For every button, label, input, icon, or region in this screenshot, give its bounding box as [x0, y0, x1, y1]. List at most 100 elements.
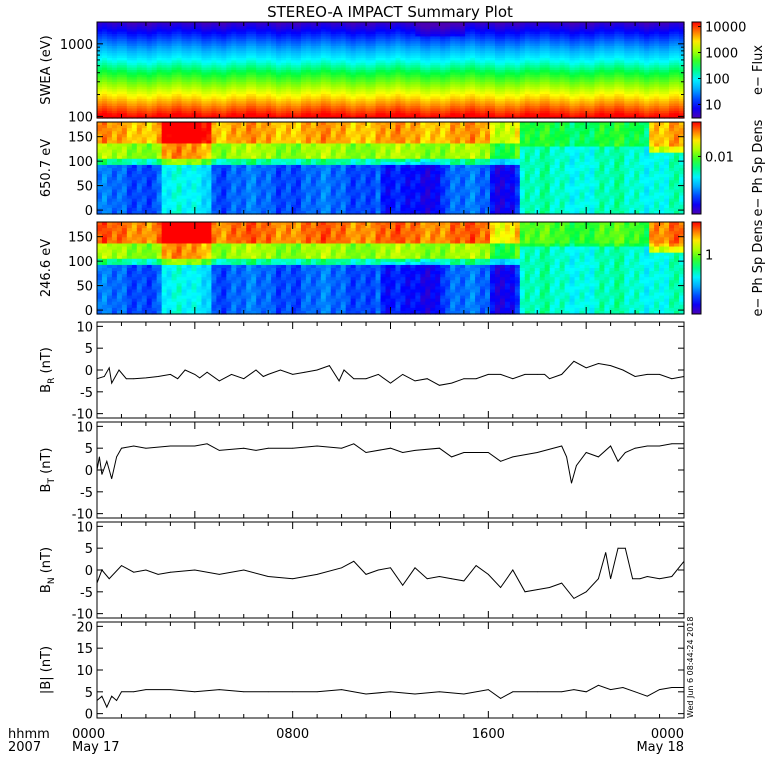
data-point — [671, 443, 673, 445]
y-axis-label: BR (nT) — [39, 347, 57, 393]
data-point — [103, 376, 105, 377]
data-point — [544, 374, 545, 375]
colorbar-label: e− Ph Sp Dens — [751, 219, 766, 316]
data-point — [414, 567, 416, 569]
data-point — [512, 569, 514, 571]
plot-title: STEREO-A IMPACT Summary Plot — [267, 3, 513, 21]
y-axis-label: BT (nT) — [39, 448, 57, 493]
data-point — [390, 691, 391, 693]
y-tick-label: -10 — [72, 408, 93, 423]
data-point — [646, 445, 648, 447]
data-point — [329, 365, 330, 366]
data-point — [646, 374, 648, 375]
data-point — [121, 691, 122, 693]
data-point — [194, 445, 196, 447]
data-point — [500, 374, 501, 375]
y-tick-label: 10 — [76, 420, 93, 435]
data-point — [487, 374, 489, 375]
data-point — [624, 452, 626, 453]
panel-1: 10000 1000 100 10 e− Flux 1000 100 SWEA (eV) — [39, 21, 766, 126]
colorbar-tick-label: 1 — [705, 249, 713, 264]
data-point — [585, 367, 587, 369]
data-point — [365, 378, 367, 380]
data-point — [108, 578, 110, 580]
data-point — [145, 447, 147, 449]
data-point — [439, 384, 440, 386]
y-tick-label: 1000 — [60, 38, 93, 53]
x-tick-label: 0800 — [276, 727, 309, 742]
data-point — [101, 695, 103, 697]
y-label-base: B — [39, 484, 54, 493]
data-point — [243, 569, 245, 571]
data-point — [170, 571, 171, 573]
data-point — [377, 374, 379, 375]
data-point — [116, 456, 117, 458]
y-axis-label: 650.7 eV — [39, 139, 54, 197]
data-point — [634, 691, 636, 693]
data-point — [390, 447, 391, 449]
x-tick-label: 0000 — [651, 727, 684, 742]
data-point — [512, 691, 514, 693]
panel-3: 1 e− Ph Sp Dens 150 100 50 0 246.6 eV — [39, 219, 766, 319]
data-point — [500, 698, 501, 699]
y-tick-label: 10 — [76, 520, 93, 535]
y-tick-label: 5 — [85, 542, 93, 557]
data-point — [292, 447, 294, 449]
data-point — [659, 689, 660, 690]
y-tick-label: 5 — [85, 686, 93, 701]
series-line — [96, 360, 685, 386]
data-point — [439, 691, 440, 693]
data-point — [218, 450, 220, 451]
colorbar-tick-label: 0.01 — [705, 150, 734, 165]
data-point — [390, 567, 391, 569]
y-tick-label: 0 — [85, 708, 93, 723]
data-point — [622, 369, 624, 371]
data-point — [610, 445, 611, 447]
data-point — [111, 695, 113, 697]
data-point — [402, 584, 404, 586]
y-tick-label: 0 — [85, 464, 93, 479]
data-point — [402, 374, 404, 375]
data-point — [194, 374, 196, 375]
data-point — [576, 465, 577, 466]
data-point — [639, 578, 641, 580]
y-tick-label: 0 — [85, 304, 93, 319]
data-point — [292, 691, 294, 693]
data-point — [598, 456, 599, 458]
data-point — [617, 460, 619, 462]
data-point — [353, 443, 355, 445]
y-label-sub: R — [47, 378, 57, 384]
data-point — [610, 578, 611, 580]
data-point — [170, 374, 171, 375]
y-tick-label: 150 — [68, 131, 93, 146]
data-point — [118, 369, 120, 371]
y-tick-label: 50 — [76, 280, 93, 295]
y-label-sub: T — [47, 478, 57, 485]
y-label-unit: (nT) — [39, 347, 54, 377]
data-point — [218, 689, 220, 690]
data-point — [316, 691, 318, 693]
data-point — [243, 691, 245, 693]
data-point — [426, 578, 428, 580]
data-point — [365, 574, 367, 575]
data-point — [267, 576, 269, 577]
colorbar-tick-label: 10000 — [705, 21, 746, 36]
y-label-base: B — [39, 384, 54, 393]
footer-year: 2007 — [8, 740, 41, 755]
data-point — [280, 369, 281, 371]
data-point — [157, 376, 159, 377]
colorbar-tick-label: 10 — [705, 98, 722, 113]
data-point — [377, 569, 379, 571]
data-point — [500, 587, 501, 588]
data-point — [267, 691, 269, 693]
data-point — [622, 687, 624, 688]
data-point — [316, 574, 318, 575]
y-label-base: B — [39, 584, 54, 593]
y-tick-label: 150 — [68, 231, 93, 246]
y-tick-label: 20 — [76, 620, 93, 635]
data-point — [585, 691, 587, 693]
panel-frame — [96, 521, 685, 619]
data-point — [316, 445, 318, 447]
x-axis-labels: 0000 0800 1600 0000 — [72, 727, 684, 742]
